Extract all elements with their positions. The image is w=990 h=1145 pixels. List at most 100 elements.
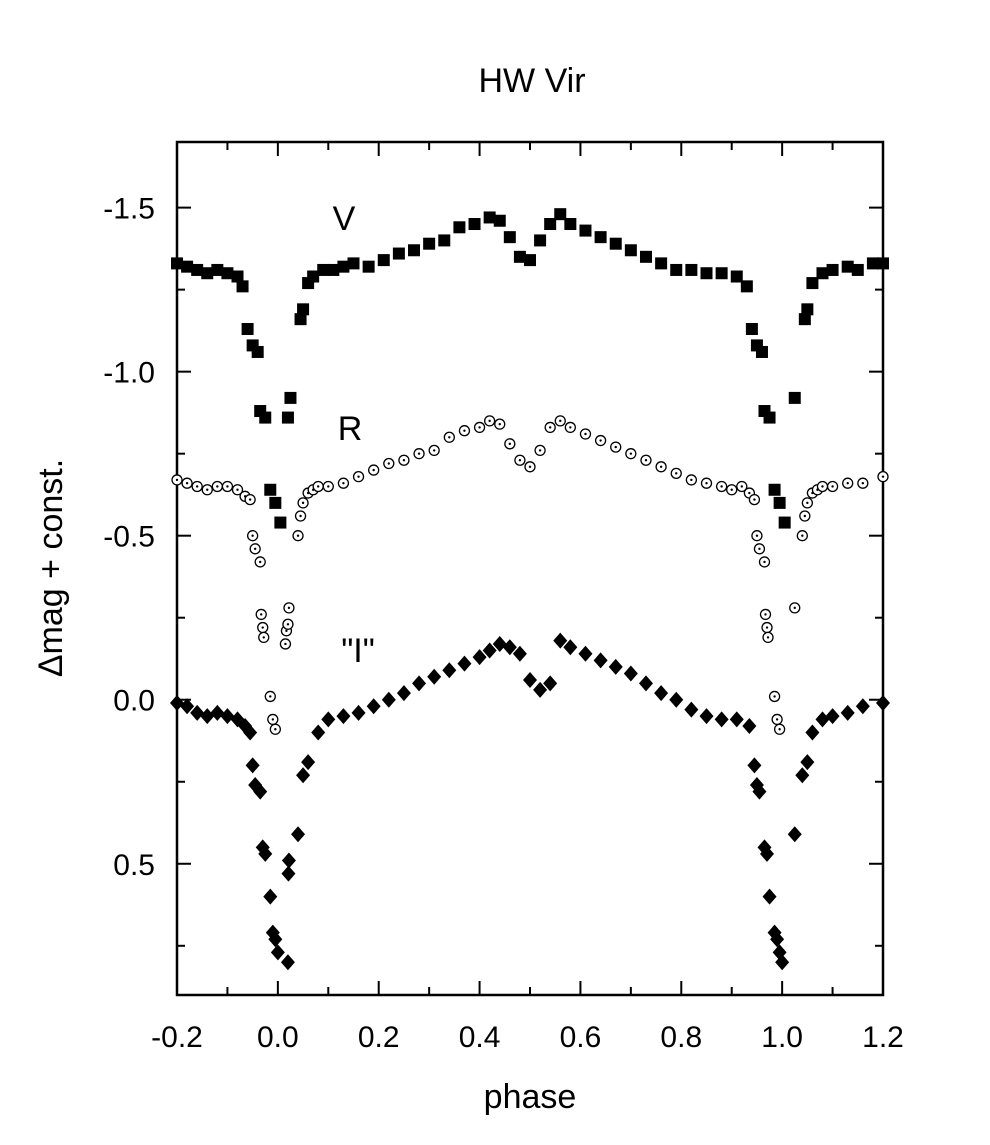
- point: [578, 645, 593, 662]
- point: [594, 231, 607, 244]
- point: [351, 704, 366, 721]
- point: [423, 237, 436, 250]
- point: [670, 263, 683, 276]
- y-tick-label: 0.0: [113, 685, 155, 718]
- point-center: [296, 534, 300, 537]
- point-center: [644, 459, 648, 462]
- point: [221, 267, 234, 280]
- point: [311, 724, 326, 741]
- point: [877, 257, 889, 270]
- point: [483, 211, 496, 224]
- point: [533, 681, 548, 698]
- point: [798, 313, 811, 326]
- point: [639, 250, 652, 263]
- point-center: [372, 468, 375, 472]
- point: [841, 260, 854, 273]
- x-tick-label: 0.6: [560, 1021, 602, 1054]
- point: [442, 662, 457, 679]
- point: [747, 757, 762, 774]
- point: [317, 263, 330, 276]
- point: [412, 675, 427, 692]
- y-tick-label: -1.5: [103, 193, 155, 226]
- point: [684, 701, 699, 718]
- point: [347, 257, 360, 270]
- point: [773, 496, 786, 509]
- x-tick-label: -0.2: [151, 1021, 203, 1054]
- point: [191, 263, 204, 276]
- point: [699, 708, 714, 725]
- point: [296, 767, 311, 784]
- point-center: [690, 478, 693, 482]
- point-center: [763, 560, 766, 564]
- point: [534, 234, 547, 247]
- point-center: [286, 623, 290, 626]
- point: [513, 250, 526, 263]
- point: [800, 754, 815, 771]
- point: [816, 267, 829, 280]
- point: [730, 270, 743, 283]
- point: [268, 931, 283, 948]
- point: [381, 691, 396, 708]
- point-center: [764, 613, 767, 616]
- point: [787, 826, 802, 843]
- annotation: "I": [341, 632, 375, 670]
- point-center: [765, 626, 769, 629]
- point-center: [740, 485, 743, 488]
- point-center: [518, 459, 522, 462]
- point: [638, 675, 653, 692]
- point: [190, 704, 205, 721]
- point-center: [175, 478, 179, 482]
- point: [281, 852, 296, 869]
- point-center: [803, 514, 807, 518]
- point: [274, 516, 287, 529]
- point-center: [498, 422, 501, 426]
- x-tick-label: 0.0: [257, 1021, 299, 1054]
- point: [623, 665, 638, 682]
- point-center: [259, 560, 262, 564]
- point-center: [629, 452, 633, 455]
- point-center: [766, 636, 770, 639]
- point-center: [285, 629, 288, 633]
- point-center: [236, 488, 239, 491]
- point: [745, 323, 758, 336]
- point: [280, 954, 295, 971]
- point-center: [569, 426, 572, 429]
- point: [210, 704, 225, 721]
- point: [685, 263, 698, 276]
- point: [729, 711, 744, 728]
- point-center: [226, 485, 229, 488]
- point: [427, 668, 442, 685]
- point: [855, 698, 870, 715]
- point: [755, 345, 768, 358]
- point: [327, 263, 340, 276]
- point-center: [260, 613, 263, 616]
- point: [258, 845, 273, 862]
- point: [241, 323, 254, 336]
- point: [281, 411, 294, 424]
- point-center: [559, 419, 562, 423]
- y-tick-label: -1.0: [103, 357, 155, 390]
- point: [284, 391, 297, 404]
- point-center: [614, 445, 617, 449]
- point-center: [659, 465, 663, 468]
- point: [377, 254, 390, 267]
- point: [297, 303, 310, 316]
- point-center: [261, 626, 264, 629]
- point: [742, 717, 757, 734]
- point: [512, 645, 527, 662]
- point-center: [831, 485, 834, 488]
- point: [669, 691, 684, 708]
- point: [795, 767, 810, 784]
- point-center: [775, 718, 779, 721]
- point-center: [846, 482, 849, 485]
- point-center: [488, 419, 491, 423]
- point-center: [730, 488, 733, 491]
- point: [321, 711, 336, 728]
- point: [564, 218, 577, 231]
- point: [236, 280, 249, 293]
- point-center: [778, 728, 781, 731]
- point: [396, 685, 411, 702]
- point: [492, 635, 507, 652]
